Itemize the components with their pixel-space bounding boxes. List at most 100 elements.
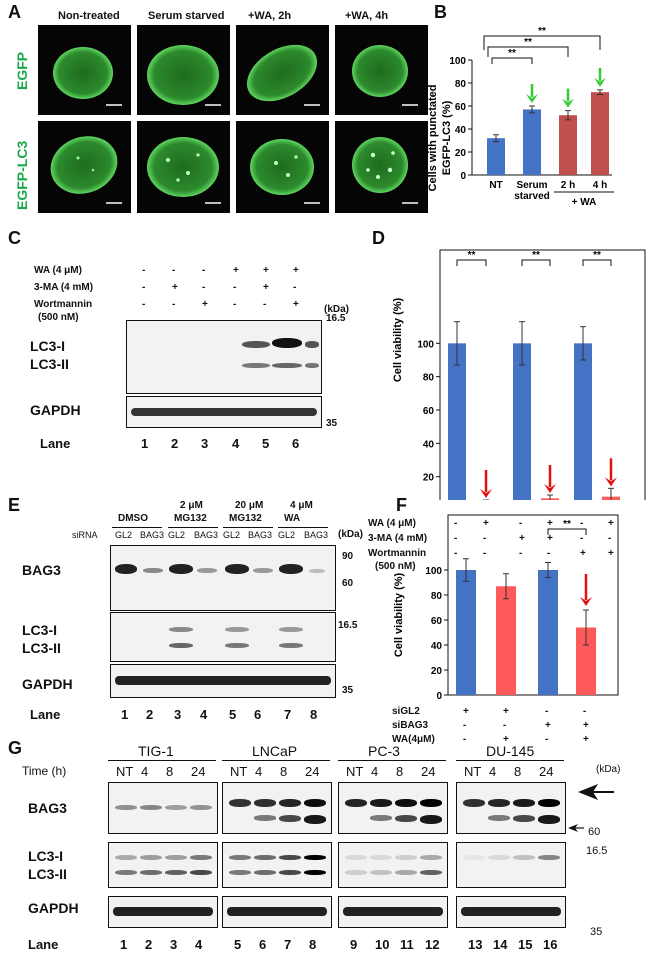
panel-g-bag3: BAG3 xyxy=(28,800,67,816)
panel-b-bar xyxy=(487,138,505,175)
panel-c-treat-mark: + xyxy=(172,282,178,293)
green-arrow-icon xyxy=(562,98,574,108)
panel-d-ytick: 60 xyxy=(423,406,435,417)
panel-d-ytick: 20 xyxy=(423,473,435,484)
panel-e-marker-165: 16.5 xyxy=(338,620,358,631)
panel-e-lane-number: 8 xyxy=(310,707,318,722)
panel-g-cell-rule xyxy=(222,760,330,761)
panel-f-chart: Cell viability (%) 0 20 40 60 80 100 ** xyxy=(393,514,619,702)
panel-g-lane-number: 14 xyxy=(493,937,508,952)
panel-f-ytick: 40 xyxy=(431,641,443,652)
panel-b-sig-1 xyxy=(491,57,533,64)
panel-g-lane-label: Lane xyxy=(28,937,59,952)
panel-g-blot-bag3 xyxy=(338,782,448,834)
panel-a-letter: A xyxy=(8,2,21,22)
panel-b-bar xyxy=(591,92,609,175)
red-arrow-icon xyxy=(544,484,556,493)
panel-g-time: 24 xyxy=(305,764,320,779)
panel-c-marker-35: 35 xyxy=(326,418,338,429)
panel-d-treat-mark: - xyxy=(608,533,612,544)
panel-g-lane-number: 16 xyxy=(543,937,558,952)
micrograph-egfp-ss xyxy=(137,25,230,115)
panel-g-cell-line: DU-145 xyxy=(486,743,535,759)
panel-g-lane-number: 11 xyxy=(400,937,414,952)
panel-g-blot-lc3 xyxy=(338,842,448,888)
panel-e-group-line1: 4 μM xyxy=(290,500,313,511)
panel-g-lc3ii: LC3-II xyxy=(28,866,67,882)
panel-b-bar xyxy=(523,109,541,175)
panel-d-treat-mark: + xyxy=(483,518,489,529)
panel-c-lc3i: LC3-I xyxy=(30,338,65,354)
panel-d-treat-mark: + xyxy=(580,548,586,559)
panel-d-treat-label: WA (4 μM) xyxy=(368,518,416,529)
panel-g-cell-line: TIG-1 xyxy=(138,743,174,759)
panel-c-treat-mark: - xyxy=(263,299,267,310)
bag3-arrow-icon xyxy=(578,784,614,800)
panel-g-lane-number: 8 xyxy=(309,937,317,952)
panel-b-ytick: 40 xyxy=(455,125,467,136)
panel-g-blot-lc3 xyxy=(222,842,332,888)
panel-c-treat-mark: + xyxy=(263,282,269,293)
panel-f-treat-mark: - xyxy=(583,706,587,717)
panel-g-lane-number: 4 xyxy=(195,937,203,952)
panel-d-bar xyxy=(513,343,531,500)
panel-d-treat-mark: - xyxy=(454,548,458,559)
panel-e-sirna-lane: GL2 xyxy=(115,530,133,540)
micrograph-egfp-wa4 xyxy=(335,25,428,115)
panel-e-lane-number: 1 xyxy=(121,707,129,722)
panel-g-time: 8 xyxy=(514,764,522,779)
panel-a-col-2: Serum starved xyxy=(148,10,225,22)
panel-c-treat-label: 3-MA (4 mM) xyxy=(34,282,94,293)
panel-f-bar xyxy=(496,586,516,695)
panel-e-lc3ii: LC3-II xyxy=(22,640,61,656)
panel-f-bar xyxy=(456,570,476,695)
panel-g-blot-lc3 xyxy=(456,842,566,888)
panel-f-ylabel: Cell viability (%) xyxy=(393,572,405,657)
panel-c-treat-label: WA (4 μM) xyxy=(34,265,82,276)
panel-c-treat-mark: + xyxy=(202,299,208,310)
panel-f-ytick: 60 xyxy=(431,616,443,627)
panel-e-gapdh: GAPDH xyxy=(22,676,73,692)
panel-b-chart: Cells with punctated EGFP-LC3 (%) NT Ser… xyxy=(427,26,614,208)
panel-d-ylabel: Cell viability (%) xyxy=(392,297,404,382)
panel-g-lane-number: 5 xyxy=(234,937,242,952)
panel-e-lane-number: 3 xyxy=(174,707,182,722)
panel-f-treat-mark: + xyxy=(503,734,509,745)
panel-d-sig-2 xyxy=(521,259,551,266)
panel-c-lane-number: 1 xyxy=(141,436,149,451)
panel-e-kda: (kDa) xyxy=(338,529,364,540)
panel-e-marker-35: 35 xyxy=(342,685,354,696)
panel-e-blot-lc3 xyxy=(110,612,336,662)
panel-d-treat-mark: - xyxy=(454,518,458,529)
panel-d-bar xyxy=(448,343,466,500)
panel-d-treat-mark: + xyxy=(608,518,614,529)
panel-d-treat-label2: (500 nM) xyxy=(375,561,416,572)
panel-e-marker-60: 60 xyxy=(342,578,354,589)
panel-c-marker-165: 16.5 xyxy=(326,313,346,324)
panel-g-time: NT xyxy=(464,764,482,779)
panel-d-treat-label: Wortmannin xyxy=(368,548,427,559)
panel-e-group-rule xyxy=(278,527,328,528)
panel-b-ytick: 0 xyxy=(460,171,466,182)
panel-g-time: 24 xyxy=(191,764,206,779)
panel-e-marker-90: 90 xyxy=(342,551,354,562)
panel-e-lane-number: 4 xyxy=(200,707,208,722)
panel-e-lane-number: 7 xyxy=(284,707,292,722)
panel-g-lane-number: 10 xyxy=(375,937,390,952)
panel-c-lane-number: 3 xyxy=(201,436,209,451)
bag3-lower-arrow-icon xyxy=(568,824,584,832)
panel-f-bar xyxy=(576,627,596,695)
panel-g-cell-rule xyxy=(338,760,446,761)
panel-e-lane-label: Lane xyxy=(30,707,61,722)
panel-e-group-rule xyxy=(168,527,218,528)
panel-a-col-1: Non-treated xyxy=(58,10,120,22)
panel-d-ytick: 40 xyxy=(423,439,435,450)
panel-e-sirna-lane: BAG3 xyxy=(140,530,165,540)
panel-f-treat-mark: + xyxy=(583,720,589,731)
panel-g-time: 24 xyxy=(421,764,436,779)
panel-c-blot-lc3 xyxy=(126,320,322,394)
panel-d-treat-mark: - xyxy=(454,533,458,544)
panel-c-treat-mark: - xyxy=(142,299,146,310)
panel-e-sirna-lane: GL2 xyxy=(168,530,186,540)
